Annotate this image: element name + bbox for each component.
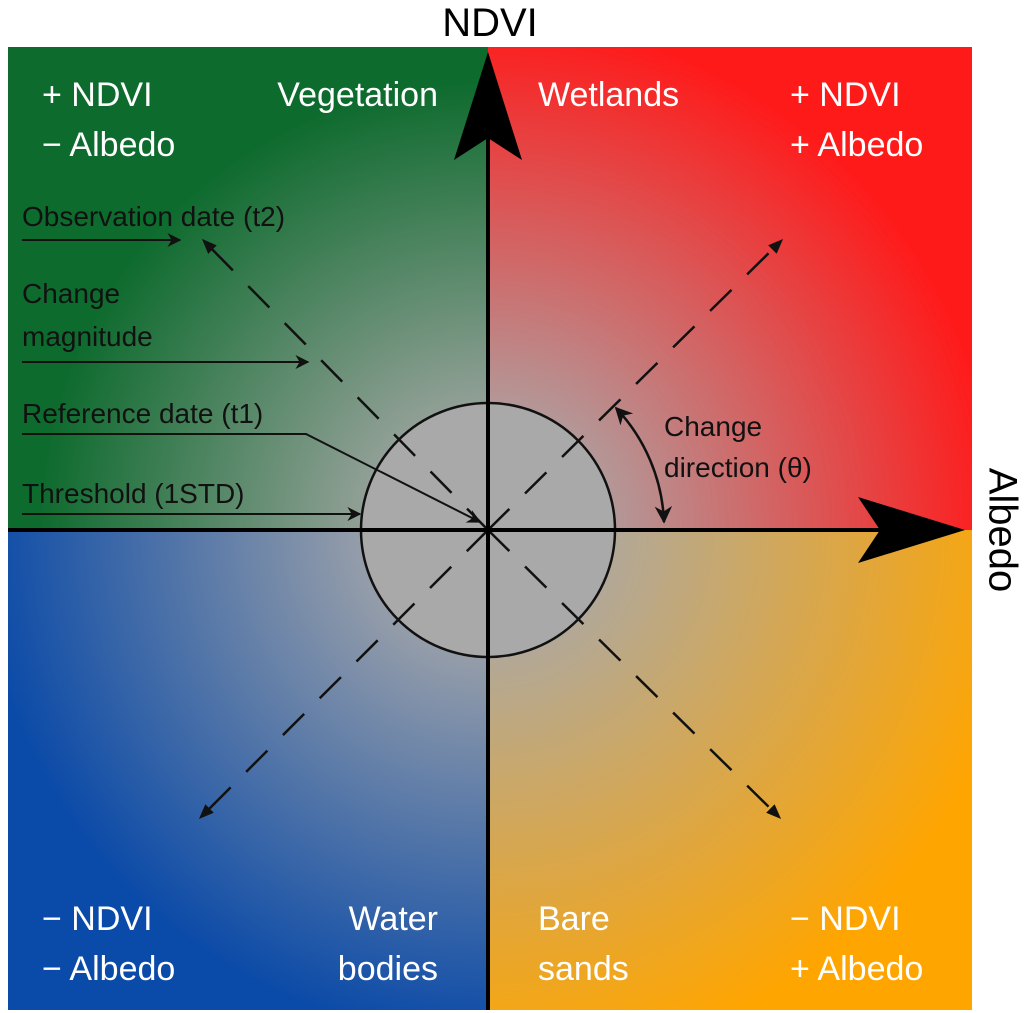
bl-class-line-2: bodies: [338, 950, 438, 988]
albedo-arrowhead: [858, 497, 965, 563]
vector-wetlands: [487, 238, 784, 531]
vector-vegetation: [201, 238, 489, 531]
reference-date-label: Reference date (t1): [22, 398, 263, 429]
br-class-line-2: sands: [538, 950, 629, 988]
vector-bare-sands: [487, 529, 782, 820]
change-direction-label-line-1: Change: [664, 411, 762, 442]
change-vectors: [198, 238, 784, 820]
tl-class-label: Vegetation: [277, 76, 438, 114]
tl-sign-albedo: − Albedo: [42, 126, 175, 164]
ndvi-axis-title: NDVI: [442, 1, 538, 45]
tl-sign-ndvi: + NDVI: [42, 76, 153, 114]
bl-class-line-1: Water: [349, 900, 438, 938]
change-direction-label-line-2: direction (θ): [664, 452, 812, 483]
tr-sign-ndvi: + NDVI: [790, 76, 901, 114]
ndvi-arrowhead: [454, 52, 522, 160]
br-sign-albedo: + Albedo: [790, 950, 923, 988]
reference-leader: [22, 433, 482, 523]
tr-sign-albedo: + Albedo: [790, 126, 923, 164]
bl-sign-ndvi: − NDVI: [42, 900, 153, 938]
observation-date-label: Observation date (t2): [22, 201, 285, 232]
bl-sign-albedo: − Albedo: [42, 950, 175, 988]
br-sign-ndvi: − NDVI: [790, 900, 901, 938]
change-magnitude-label-line-1: Change: [22, 278, 120, 309]
albedo-axis-title: Albedo: [980, 468, 1024, 593]
vector-water-bodies: [198, 529, 489, 820]
br-class-line-1: Bare: [538, 900, 610, 938]
change-magnitude-label-line-2: magnitude: [22, 321, 153, 352]
tr-class-label: Wetlands: [538, 76, 679, 114]
axes: [8, 52, 965, 1010]
threshold-label: Threshold (1STD): [22, 478, 245, 509]
change-direction-arc: [614, 406, 673, 524]
